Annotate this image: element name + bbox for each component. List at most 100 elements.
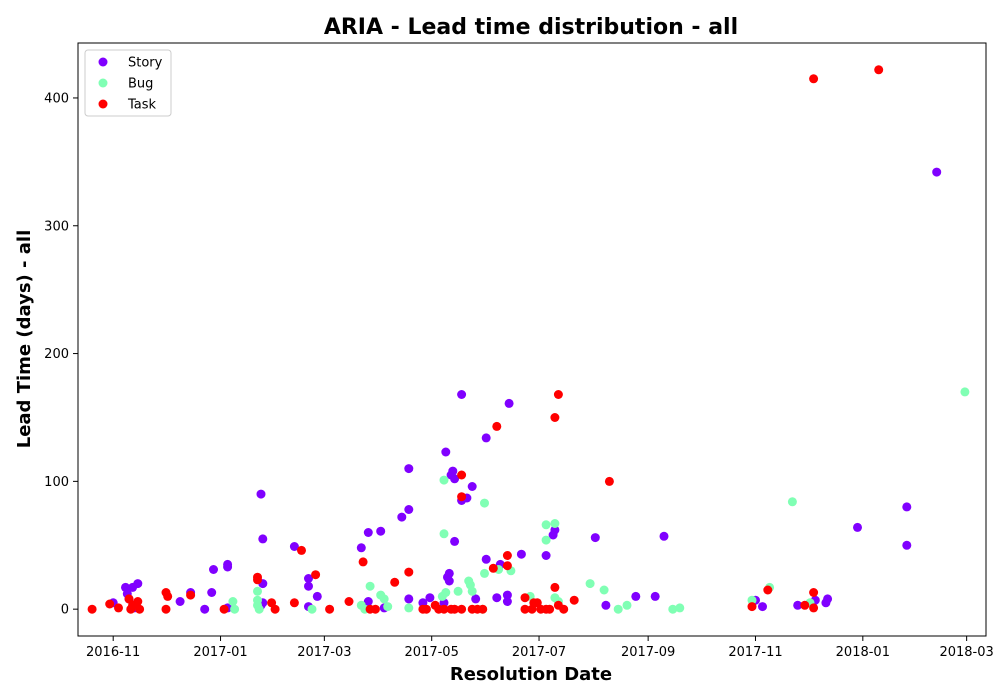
data-point-story	[758, 602, 767, 612]
data-point-story	[312, 591, 322, 601]
legend-item-story: Story	[98, 56, 163, 71]
series-story	[108, 167, 942, 614]
data-point-task	[390, 577, 400, 587]
data-point-task	[747, 602, 757, 612]
x-tick-label: 2017-01	[193, 645, 247, 660]
x-tick-label: 2017-05	[405, 645, 459, 660]
data-point-story	[902, 540, 912, 550]
data-point-bug	[541, 535, 551, 545]
data-point-bug	[453, 586, 463, 596]
data-point-story	[821, 598, 831, 608]
data-point-task	[114, 603, 123, 613]
data-point-story	[209, 565, 218, 574]
data-point-story	[304, 581, 313, 591]
data-point-story	[207, 588, 217, 597]
legend-label: Task	[127, 98, 157, 113]
data-point-story	[471, 594, 481, 604]
data-point-task	[809, 74, 819, 84]
legend-marker	[98, 57, 108, 67]
data-point-task	[289, 598, 299, 608]
data-point-task	[404, 567, 414, 577]
data-point-story	[363, 528, 373, 537]
y-axis-label: Lead Time (days) - all	[14, 230, 35, 449]
data-point-story	[404, 505, 414, 514]
legend-label: Bug	[128, 77, 153, 92]
data-point-bug	[439, 529, 449, 539]
data-point-story	[492, 593, 502, 603]
legend: Story Bug Task	[84, 49, 172, 117]
data-point-task	[270, 604, 280, 614]
data-point-story	[590, 533, 600, 543]
data-point-story	[601, 600, 611, 610]
data-point-story	[502, 597, 512, 606]
data-point-task	[488, 563, 498, 573]
data-point-story	[541, 551, 551, 560]
data-point-story	[397, 512, 407, 522]
data-point-bug	[254, 604, 264, 614]
x-tick-label: 2018-03	[939, 645, 993, 660]
x-tick-label: 2016-11	[86, 645, 140, 660]
data-point-task	[545, 604, 555, 614]
data-point-story	[457, 390, 467, 399]
data-point-task	[297, 545, 306, 555]
data-point-story	[444, 576, 454, 586]
data-point-bug	[613, 604, 623, 614]
x-axis-label: Resolution Date	[450, 664, 612, 685]
plot-frame	[77, 42, 987, 637]
data-point-task	[370, 604, 380, 614]
data-point-bug	[675, 603, 685, 613]
data-point-task	[520, 593, 530, 603]
data-point-task	[87, 604, 97, 614]
data-point-bug	[541, 520, 551, 530]
x-tick-label: 2017-11	[728, 645, 782, 660]
data-point-task	[186, 590, 196, 600]
data-point-story	[853, 522, 862, 532]
data-point-bug	[787, 497, 797, 507]
data-point-task	[569, 595, 579, 605]
data-point-task	[133, 597, 143, 606]
legend-marker	[98, 99, 108, 109]
data-point-task	[439, 604, 449, 614]
data-point-story	[516, 549, 526, 559]
y-axis-ticks: 0 100 200 300 400	[44, 91, 78, 618]
data-point-story	[256, 489, 266, 499]
data-point-bug	[365, 581, 375, 591]
chart-title: ARIA - Lead time distribution - all	[324, 15, 738, 40]
data-point-task	[553, 390, 563, 399]
data-point-story	[932, 167, 942, 177]
data-point-task	[457, 492, 467, 502]
data-point-task	[478, 604, 488, 614]
x-tick-label: 2018-01	[836, 645, 890, 660]
data-point-task	[763, 585, 773, 595]
data-point-task	[492, 421, 502, 431]
data-point-story	[659, 531, 669, 541]
data-point-task	[550, 413, 560, 422]
data-point-task	[502, 551, 512, 560]
data-point-bug	[622, 600, 632, 610]
data-point-story	[376, 526, 386, 536]
data-point-task	[219, 604, 229, 614]
data-point-task	[502, 561, 512, 571]
y-tick-label: 100	[44, 475, 69, 490]
data-point-story	[304, 574, 313, 583]
data-point-task	[559, 604, 569, 614]
data-point-task	[550, 582, 560, 592]
data-point-story	[650, 591, 660, 601]
data-point-story	[289, 542, 299, 551]
data-point-bug	[480, 568, 489, 578]
data-point-story	[175, 597, 185, 606]
points-layer	[87, 65, 970, 614]
data-point-bug	[599, 585, 609, 595]
data-point-task	[874, 65, 884, 75]
data-point-story	[200, 604, 210, 614]
data-point-bug	[585, 579, 595, 589]
legend-box	[84, 49, 172, 117]
data-point-story	[363, 597, 373, 606]
legend-label: Story	[128, 56, 163, 71]
data-point-bug	[379, 594, 389, 604]
data-point-bug	[467, 586, 477, 596]
data-point-task	[604, 476, 614, 486]
data-point-task	[163, 591, 173, 601]
data-point-task	[105, 599, 115, 609]
